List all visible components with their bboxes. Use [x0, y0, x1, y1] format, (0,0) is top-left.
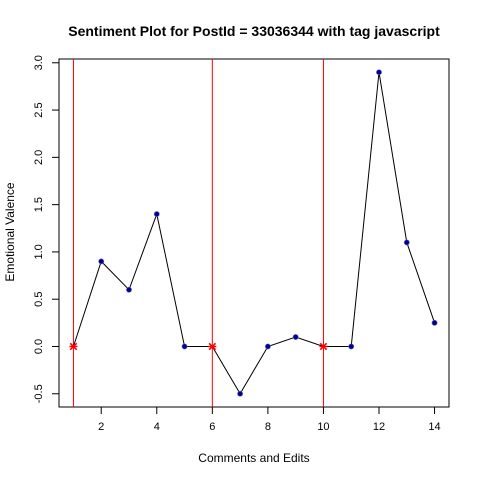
x-tick-label-2: 2: [98, 421, 104, 433]
y-tick-label-0: -0.5: [33, 384, 45, 403]
plot-area: 2 4 6 8 10 12 14 -0.5 0.0 0.5 1.0 1.5 2.0 2.5 3.0: [33, 55, 450, 433]
x-tick-label-8: 8: [265, 421, 271, 433]
x-tick-label-10: 10: [317, 421, 329, 433]
x-tick-label-12: 12: [373, 421, 385, 433]
y-tick-label-7: 3.0: [33, 55, 45, 70]
plot-frame: [58, 58, 450, 408]
data-point-11: [348, 343, 355, 350]
data-point-4: [153, 211, 160, 217]
y-tick-label-1: 0.0: [33, 339, 45, 354]
y-tick-label-4: 1.5: [33, 197, 45, 212]
data-point-12: [376, 69, 382, 76]
data-point-7: [237, 390, 244, 397]
y-tick-label-2: 0.5: [33, 292, 45, 307]
data-point-2: [98, 258, 105, 265]
x-tick-label-4: 4: [154, 421, 160, 433]
series-line: [72, 72, 436, 395]
data-point-13: [403, 239, 410, 246]
x-tick-label-14: 14: [428, 421, 440, 433]
data-point-5: [181, 343, 188, 350]
chart-title: Sentiment Plot for PostId = 33036344 wit…: [68, 23, 440, 39]
y-tick-label-5: 2.0: [33, 150, 45, 165]
data-point-9: [292, 334, 299, 340]
data-point-14: [431, 319, 438, 326]
y-tick-label-6: 2.5: [33, 102, 45, 117]
x-axis-label: Comments and Edits: [198, 451, 309, 465]
data-point-8: [264, 343, 271, 350]
y-tick-label-3: 1.0: [33, 244, 45, 259]
y-axis-label: Emotional Valence: [3, 182, 17, 281]
x-tick-label-6: 6: [209, 421, 215, 433]
data-point-3: [126, 286, 132, 293]
